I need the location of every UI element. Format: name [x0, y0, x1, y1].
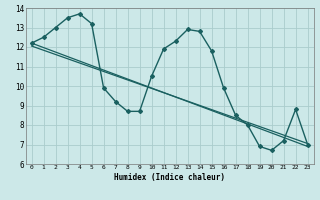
X-axis label: Humidex (Indice chaleur): Humidex (Indice chaleur): [114, 173, 225, 182]
